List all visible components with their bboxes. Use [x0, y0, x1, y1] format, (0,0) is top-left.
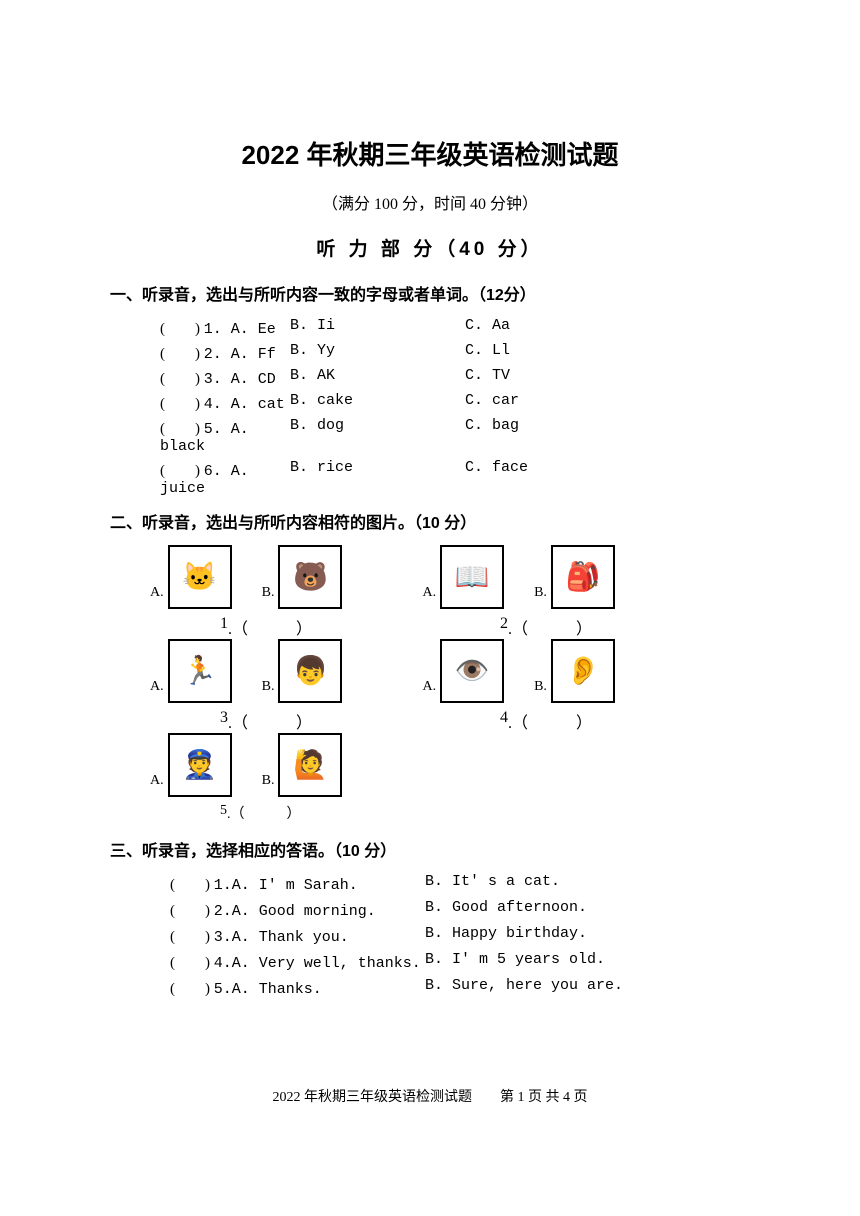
- q3-row: ( ) 5.A. Thanks.B. Sure, here you are.: [110, 977, 750, 998]
- q2-label-a: A.: [150, 585, 164, 601]
- q1-row: ( ) 1. A. EeB. IiC. Aa: [110, 317, 750, 338]
- q3-row: ( ) 2.A. Good morning.B. Good afternoon.: [110, 899, 750, 920]
- q3-row: ( ) 1.A. I' m Sarah.B. It' s a cat.: [110, 873, 750, 894]
- q1-header: 一、听录音，选出与所听内容一致的字母或者单词。（12分）: [110, 281, 750, 305]
- q2-label-b: B.: [262, 585, 275, 601]
- page-footer: 2022 年秋期三年级英语检测试题 第 1 页 共 4 页: [0, 1086, 860, 1106]
- image-box: 🐻: [278, 545, 342, 609]
- exam-subtitle: （满分 100 分，时间 40 分钟）: [110, 190, 750, 214]
- q2-answer: 5.（ ）: [150, 803, 750, 823]
- q2-label-a: A.: [422, 585, 436, 601]
- image-box: 🐱: [168, 545, 232, 609]
- q2-label-b: B.: [262, 679, 275, 695]
- image-box: 👦: [278, 639, 342, 703]
- q2-label-a: A.: [150, 773, 164, 789]
- q1-table: ( ) 1. A. EeB. IiC. Aa ( ) 2. A. FfB. YyC…: [110, 317, 750, 497]
- q2-answer: 1.（ ） 2.（ ）: [150, 615, 750, 639]
- q2-label-a: A.: [422, 679, 436, 695]
- q3-row: ( ) 3.A. Thank you.B. Happy birthday.: [110, 925, 750, 946]
- q3-header: 三、听录音，选择相应的答语。（10 分）: [110, 837, 750, 861]
- image-box: 🎒: [551, 545, 615, 609]
- q2-container: A.🐱 B.🐻 A.📖 B.🎒 1.（ ） 2.（ ） A.🏃 B.👦 A.👁️: [110, 545, 750, 823]
- q2-label-b: B.: [534, 679, 547, 695]
- q1-row: ( ) 3. A. CDB. AKC. TV: [110, 367, 750, 388]
- section-title: 听 力 部 分（40 分）: [110, 234, 750, 261]
- q1-row: ( ) 6. A. juiceB. riceC. face: [110, 459, 750, 497]
- q1-row: ( ) 2. A. FfB. YyC. Ll: [110, 342, 750, 363]
- image-box: 👂: [551, 639, 615, 703]
- q2-header: 二、听录音，选出与所听内容相符的图片。（10 分）: [110, 509, 750, 533]
- image-box: 📖: [440, 545, 504, 609]
- q3-table: ( ) 1.A. I' m Sarah.B. It' s a cat. ( ) 2…: [110, 873, 750, 998]
- image-box: 🏃: [168, 639, 232, 703]
- image-box: 🙋: [278, 733, 342, 797]
- q3-row: ( ) 4.A. Very well, thanks.B. I' m 5 yea…: [110, 951, 750, 972]
- q1-row: ( ) 4. A. catB. cakeC. car: [110, 392, 750, 413]
- image-box: 👁️: [440, 639, 504, 703]
- q2-label-a: A.: [150, 679, 164, 695]
- q2-answer: 3.（ ） 4.（ ）: [150, 709, 750, 733]
- q1-row: ( ) 5. A. blackB. dogC. bag: [110, 417, 750, 455]
- q2-label-b: B.: [262, 773, 275, 789]
- q2-label-b: B.: [534, 585, 547, 601]
- image-box: 👮: [168, 733, 232, 797]
- exam-title: 2022 年秋期三年级英语检测试题: [110, 135, 750, 172]
